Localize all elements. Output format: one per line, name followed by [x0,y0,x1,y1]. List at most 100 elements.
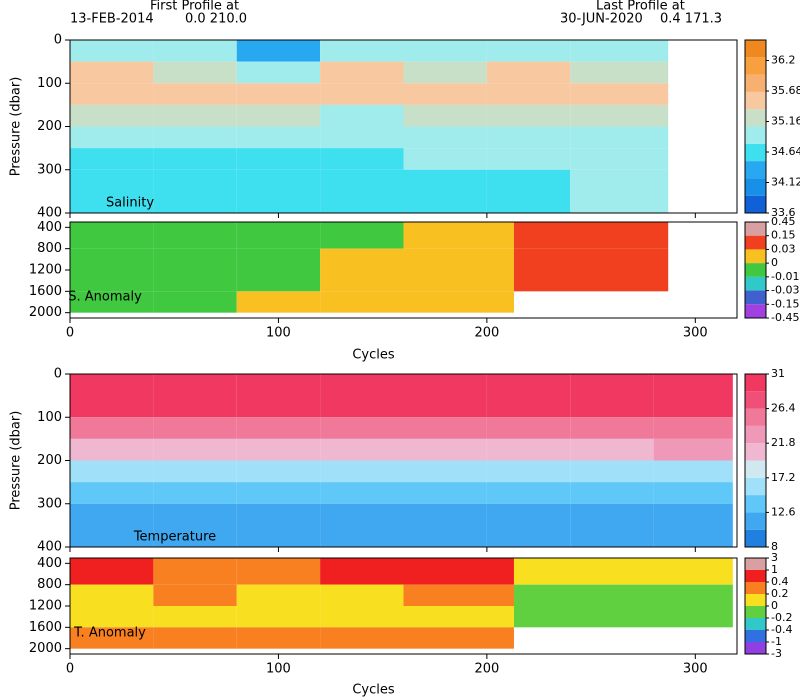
field-cell [320,83,404,105]
colorbar-box [745,126,766,144]
field-cell [320,438,404,461]
field-cell [403,438,487,461]
field-cell [320,222,404,249]
field-cell [70,248,154,270]
y-tick-label: 800 [37,241,62,256]
field-cell [486,169,571,213]
field-cell [236,627,321,649]
colorbar-frame [744,39,767,214]
field-cell [320,417,404,439]
field-cell [403,417,487,439]
field-cell [320,460,404,483]
field-cell [153,438,237,461]
field-cell [70,417,154,439]
y-tick-label: 400 [37,540,62,555]
field-cell [320,606,404,628]
y-tick-label: 400 [37,220,62,235]
y-tick-label: 1200 [29,599,62,614]
field-cell [653,460,733,483]
field-cell [570,169,669,213]
field-cell [70,291,154,313]
field-cell [70,169,154,213]
colorbar-tick-label: 0.15 [771,229,796,242]
header-text: 13-FEB-2014 [70,12,154,27]
colorbar-box [745,40,766,58]
field-cell [70,270,154,292]
y-tick-label: 1200 [29,263,62,278]
colorbar-box [745,161,766,179]
colorbar-box [745,249,766,264]
x-tick-label: 200 [474,662,499,677]
colorbar-tick-label: 33.6 [771,206,796,219]
field-cell [70,126,154,149]
colorbar-tick-label: 12.6 [771,505,796,518]
x-tick-label: 0 [66,662,74,677]
field-cell [70,503,154,547]
colorbar-box [745,91,766,110]
field-cell [236,417,321,439]
field-cell [403,61,487,84]
field-cell [653,438,733,461]
field-cell [153,460,237,483]
y-tick-label: 400 [37,206,62,221]
field-cell [70,606,154,628]
field-cell [403,291,514,313]
field-cell [653,503,733,547]
field-cell [570,148,669,170]
colorbar-tick-label: 21.8 [771,436,796,449]
colorbar-tick-label: 35.68 [771,84,800,97]
field-cell [403,482,487,504]
panel-label: T. Anomaly [73,626,146,641]
header-text: 0.4 171.3 [660,12,722,27]
field-cell [70,482,154,504]
field-cell [570,61,669,84]
field-cell [513,606,733,628]
field-cell [403,460,487,483]
colorbar-box [745,460,766,478]
field-cell [153,222,237,249]
field-cell [153,291,237,313]
colorbar-box [745,263,766,277]
field-cell [70,83,154,105]
colorbar-box [745,195,766,213]
colorbar-tick-label: 0.03 [771,242,796,255]
x-tick-label: 200 [474,326,499,341]
colorbar-tick-label: 36.2 [771,54,796,67]
field-cell [236,148,321,170]
field-cell [70,104,154,127]
field-cell [570,503,654,547]
panel-label: Temperature [133,530,216,545]
colorbar-tick-label: 34.64 [771,145,800,158]
colorbar-tick-label: 0 [771,599,778,612]
colorbar-box [745,391,766,409]
field-cell [486,482,571,504]
colorbar-box [745,290,766,305]
field-cell [320,126,404,149]
y-axis-label: Pressure (dbar) [9,77,24,177]
colorbar-box [745,276,766,291]
field-cell [153,169,237,213]
colorbar-tick-label: 3 [771,551,778,564]
field-cell [403,222,514,249]
colorbar-tick-label: -0.4 [771,623,792,636]
colorbar-tick-label: 1 [771,563,778,576]
field-cell [403,606,514,628]
field-cell [320,291,404,313]
field-cell [403,248,514,270]
field-cell [320,627,404,649]
field-cell [320,584,404,606]
field-cell [486,148,571,170]
field-cell [653,417,733,439]
field-cell [70,40,154,62]
field-cell [153,417,237,439]
field-cell [320,270,404,292]
colorbar-box [745,143,766,162]
field-cell [153,148,237,170]
y-tick-label: 2000 [29,305,62,320]
field-cell [153,584,237,606]
field-cell [320,374,404,418]
colorbar-box [745,304,766,318]
y-tick-label: 800 [37,577,62,592]
field-cell [403,148,487,170]
